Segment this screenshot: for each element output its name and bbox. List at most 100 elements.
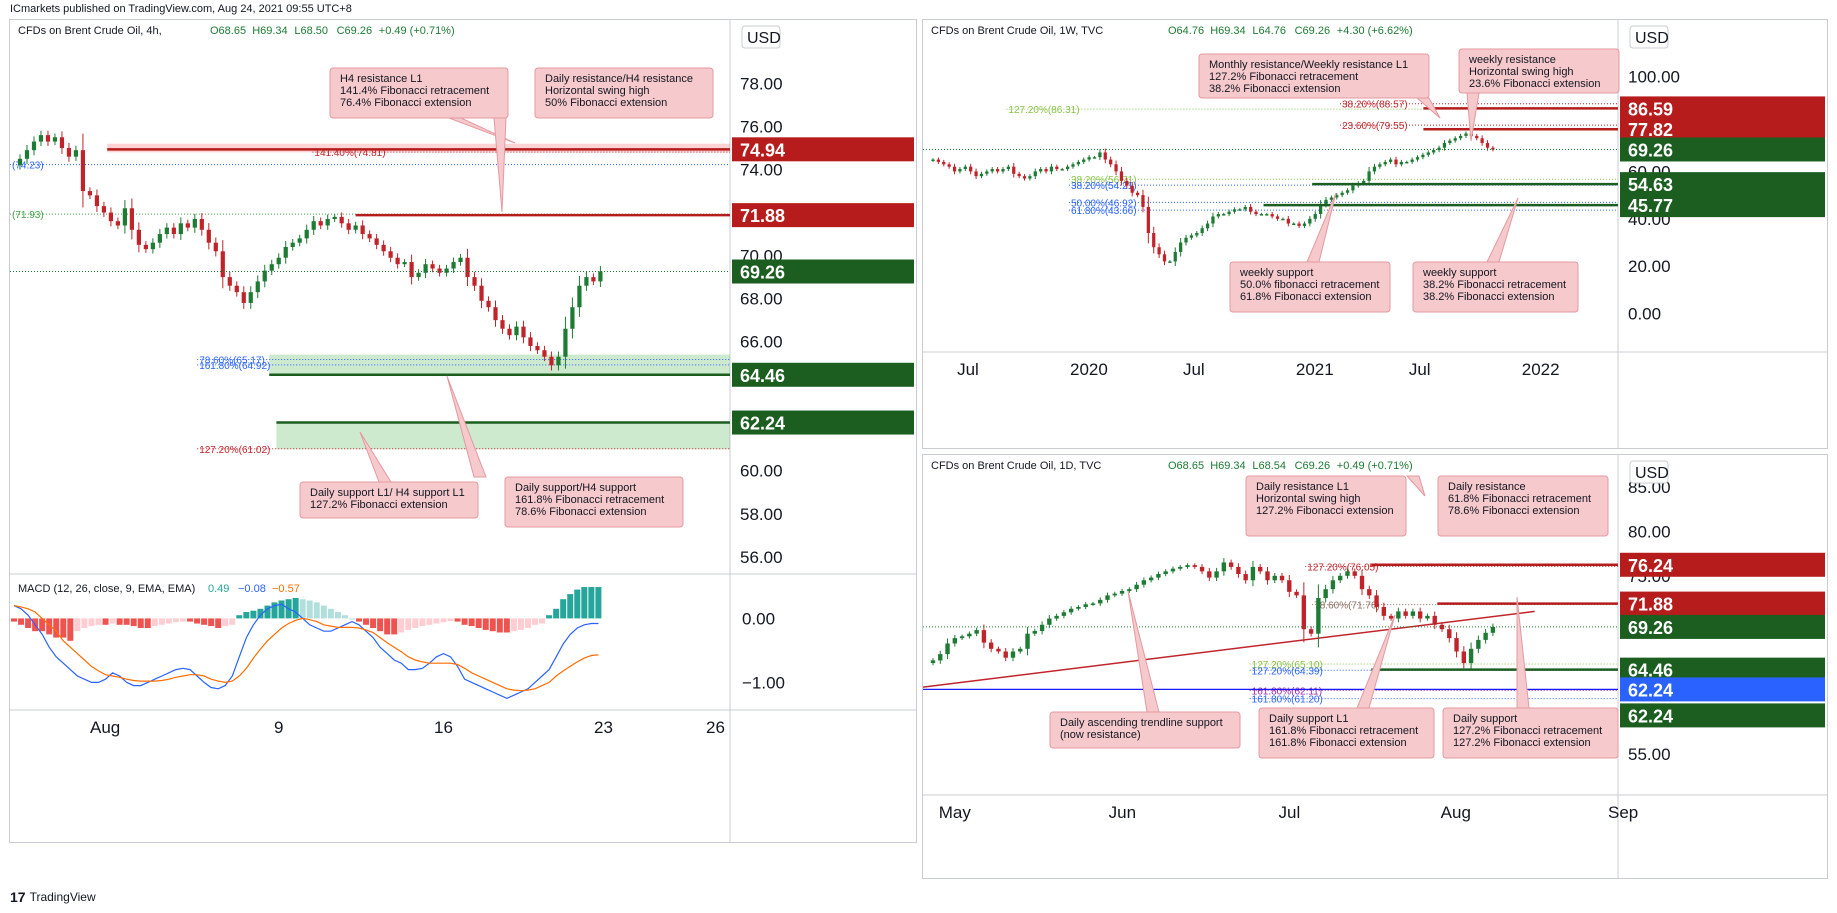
daily-candle: [974, 627, 979, 637]
weekly-candle-body: [1098, 152, 1102, 158]
weekly-note-box: [1198, 53, 1430, 99]
h4-note-text: Horizontal swing high: [545, 85, 650, 97]
h4-candle: [234, 281, 239, 297]
weekly-current-price-tag: 69.26: [1620, 137, 1825, 162]
daily-candle: [1374, 590, 1379, 613]
weekly-candle: [1329, 195, 1334, 202]
h4-candle-body: [122, 208, 128, 226]
weekly-candle: [1222, 212, 1226, 216]
h4-candle-body: [199, 219, 204, 230]
h4-ohlc-value: +0.49 (+0.71%): [379, 25, 455, 37]
daily-currency-label: USD: [1635, 465, 1669, 482]
weekly-current-price-tag-box: [1620, 137, 1825, 162]
weekly-candle-body: [1432, 150, 1436, 153]
daily-candle: [1359, 569, 1365, 596]
macd-histogram-bar: [201, 618, 208, 625]
h4-candle-body: [402, 262, 407, 265]
h4-note-text: 141.4% Fibonacci retracement: [340, 85, 489, 97]
h4-candle-body: [381, 244, 386, 252]
h4-candle-body: [150, 242, 155, 250]
weekly-note-pointer: [1486, 197, 1519, 263]
daily-candle-body: [1119, 590, 1125, 594]
daily-candle: [1410, 608, 1416, 619]
weekly-candle-body: [1227, 211, 1231, 215]
daily-note-text: Daily resistance L1: [1256, 481, 1349, 493]
daily-candle-body: [1236, 566, 1241, 575]
weekly-candle-body: [1189, 235, 1194, 238]
macd-histogram-bar: [539, 618, 546, 624]
daily-note-box: [1049, 711, 1241, 749]
daily-candle: [1098, 597, 1103, 606]
macd-histogram-bar: [370, 618, 377, 628]
h4-xtick-label: 16: [434, 718, 453, 737]
daily-note-text: (now resistance): [1060, 729, 1141, 741]
daily-candle-body: [1068, 608, 1074, 613]
h4-level-zone: [276, 422, 730, 450]
h4-candle: [178, 217, 183, 241]
h4-candle: [262, 264, 267, 288]
h4-candle: [556, 351, 561, 371]
macd-histogram-bar: [426, 618, 433, 625]
macd-histogram-bar: [102, 618, 109, 625]
daily-candle-body: [1330, 580, 1336, 590]
h4-candle: [437, 264, 442, 277]
weekly-ohlc-value: L64.76: [1252, 25, 1286, 37]
weekly-candle: [1114, 160, 1118, 176]
daily-currency-box: [1629, 460, 1669, 484]
weekly-candle: [1442, 140, 1447, 151]
weekly-candle: [1318, 200, 1323, 219]
daily-candle-body: [1141, 580, 1147, 585]
weekly-note-text: Monthly resistance/Weekly resistance L1: [1209, 59, 1408, 71]
h4-candle: [325, 214, 330, 230]
h4-candle-body: [339, 216, 344, 224]
weekly-chart-panel[interactable]: 100.00 60.00 40.00 20.00 0.00 USD CFDs on Bren…: [922, 19, 1828, 449]
macd-histogram-bar: [384, 618, 391, 635]
h4-candle-body: [416, 272, 421, 278]
h4-candle: [283, 241, 288, 264]
daily-current-price-tag-text: 69.26: [1628, 618, 1673, 638]
h4-candle: [143, 241, 148, 253]
daily-candle: [1127, 587, 1132, 593]
macd-histogram-bar: [363, 618, 370, 625]
h4-ytick-label: 68.00: [740, 290, 783, 309]
weekly-note-pointer: [1466, 92, 1480, 142]
h4-candle-body: [227, 277, 232, 286]
macd-histogram-bar: [236, 615, 243, 619]
h4-candle-body: [507, 328, 512, 336]
weekly-candle: [990, 166, 994, 174]
h4-candle: [500, 314, 505, 334]
h4-chart-svg[interactable]: 78.0076.0074.0070.0068.0066.0060.0058.00…: [10, 20, 916, 842]
macd-histogram-bar: [447, 618, 454, 621]
daily-candle: [1352, 568, 1357, 579]
daily-candle-body: [981, 630, 987, 643]
macd-histogram-bar: [377, 618, 384, 632]
weekly-candle-body: [1464, 133, 1468, 136]
weekly-candle: [1146, 196, 1150, 244]
daily-candle-body: [945, 643, 950, 655]
daily-candle-body: [1461, 651, 1467, 664]
daily-candle: [1345, 568, 1350, 579]
macd-histogram-bar: [116, 618, 123, 625]
daily-candle: [1141, 577, 1147, 588]
weekly-candle-body: [942, 161, 946, 165]
macd-histogram-bar: [137, 618, 144, 628]
macd-histogram-bar: [81, 618, 88, 628]
weekly-candle: [1448, 138, 1452, 146]
daily-candle-body: [1483, 632, 1488, 640]
weekly-candle: [1060, 167, 1064, 171]
weekly-candle: [1485, 140, 1490, 151]
h4-chart-panel[interactable]: 78.00 76.00 74.00 70.00 68.00 66.00 60.00 58.00…: [9, 19, 917, 843]
weekly-price-tag-box: [1620, 193, 1825, 218]
daily-fib-label: 78.60%(71.76): [1314, 601, 1380, 612]
daily-candle-body: [1250, 566, 1256, 581]
h4-candle-body: [241, 292, 246, 303]
daily-price-tag-text: 62.24: [1628, 680, 1673, 700]
daily-fib-label: 127.20%(76.05): [1307, 562, 1378, 573]
weekly-note-text: 50.0% fibonacci retracement: [1240, 279, 1379, 291]
h4-candle-body: [255, 281, 260, 293]
daily-candle: [1032, 628, 1037, 636]
weekly-candle-body: [963, 166, 967, 170]
